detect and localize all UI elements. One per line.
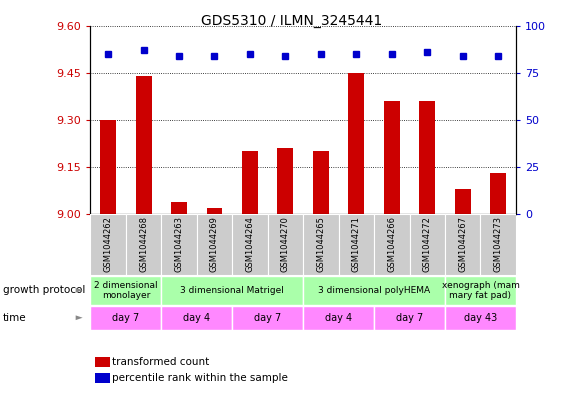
- Text: GSM1044262: GSM1044262: [104, 216, 113, 272]
- Text: day 7: day 7: [396, 313, 423, 323]
- Bar: [313, 151, 329, 214]
- Text: day 43: day 43: [464, 313, 497, 323]
- Text: day 4: day 4: [325, 313, 352, 323]
- Bar: [196, 214, 232, 275]
- Bar: [161, 306, 232, 330]
- Bar: [242, 151, 258, 214]
- Text: GSM1044266: GSM1044266: [387, 216, 396, 272]
- Text: time: time: [3, 313, 27, 323]
- Text: GSM1044263: GSM1044263: [174, 216, 184, 272]
- Bar: [419, 101, 436, 214]
- Text: GSM1044267: GSM1044267: [458, 216, 467, 272]
- Text: transformed count: transformed count: [113, 357, 210, 367]
- Bar: [490, 173, 506, 214]
- Bar: [232, 214, 268, 275]
- Text: day 7: day 7: [254, 313, 282, 323]
- Bar: [278, 148, 293, 214]
- Text: xenograph (mam
mary fat pad): xenograph (mam mary fat pad): [441, 281, 519, 300]
- Text: growth protocol: growth protocol: [3, 285, 85, 295]
- Text: GDS5310 / ILMN_3245441: GDS5310 / ILMN_3245441: [201, 14, 382, 28]
- Text: GSM1044271: GSM1044271: [352, 216, 361, 272]
- Bar: [445, 276, 516, 305]
- Bar: [136, 76, 152, 214]
- Bar: [100, 120, 116, 214]
- Bar: [232, 306, 303, 330]
- Bar: [374, 214, 409, 275]
- Bar: [171, 202, 187, 214]
- Text: GSM1044265: GSM1044265: [317, 216, 325, 272]
- Text: day 7: day 7: [112, 313, 139, 323]
- Text: GSM1044268: GSM1044268: [139, 216, 148, 272]
- Bar: [409, 214, 445, 275]
- Bar: [94, 373, 110, 383]
- Text: GSM1044272: GSM1044272: [423, 216, 432, 272]
- Bar: [161, 214, 197, 275]
- Text: GSM1044270: GSM1044270: [281, 216, 290, 272]
- Text: GSM1044269: GSM1044269: [210, 216, 219, 272]
- Text: 3 dimensional polyHEMA: 3 dimensional polyHEMA: [318, 286, 430, 295]
- Bar: [480, 214, 516, 275]
- Text: percentile rank within the sample: percentile rank within the sample: [113, 373, 289, 383]
- Text: GSM1044264: GSM1044264: [245, 216, 254, 272]
- Bar: [90, 276, 161, 305]
- Bar: [90, 306, 161, 330]
- Bar: [90, 214, 126, 275]
- Bar: [339, 214, 374, 275]
- Text: day 4: day 4: [183, 313, 210, 323]
- Bar: [384, 101, 400, 214]
- Bar: [455, 189, 470, 214]
- Bar: [206, 208, 223, 214]
- Text: GSM1044273: GSM1044273: [494, 216, 503, 272]
- Bar: [374, 306, 445, 330]
- Bar: [303, 306, 374, 330]
- Bar: [303, 276, 445, 305]
- Bar: [445, 306, 516, 330]
- Bar: [349, 73, 364, 214]
- Bar: [268, 214, 303, 275]
- Bar: [126, 214, 161, 275]
- Bar: [303, 214, 339, 275]
- Bar: [161, 276, 303, 305]
- Bar: [94, 357, 110, 367]
- Bar: [445, 214, 480, 275]
- Text: 2 dimensional
monolayer: 2 dimensional monolayer: [94, 281, 157, 300]
- Text: 3 dimensional Matrigel: 3 dimensional Matrigel: [180, 286, 284, 295]
